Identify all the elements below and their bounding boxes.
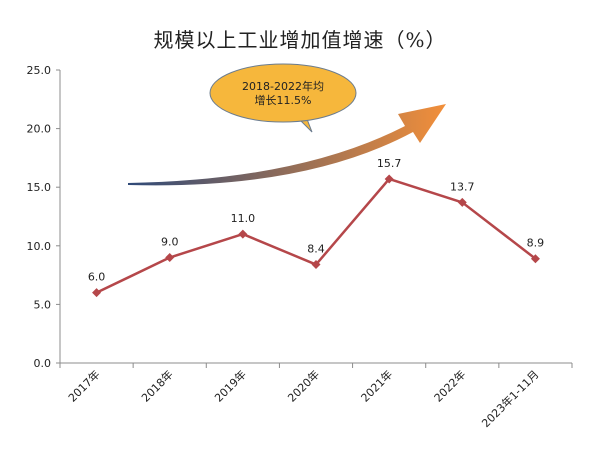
data-label: 9.0 [161, 236, 179, 249]
data-label: 6.0 [88, 271, 106, 284]
data-point-marker [238, 229, 248, 239]
data-point-marker [311, 260, 321, 270]
x-tick-label: 2022年 [431, 367, 468, 404]
x-tick-label: 2019年 [212, 367, 249, 404]
y-tick-label: 25.0 [27, 64, 52, 77]
y-tick-label: 0.0 [34, 357, 52, 370]
x-tick-label: 2018年 [138, 367, 175, 404]
x-tick-label: 2023年1-11月 [479, 367, 542, 430]
data-point-marker [457, 197, 467, 207]
data-label: 8.4 [307, 243, 325, 256]
data-label: 8.9 [527, 237, 545, 250]
trend-arrow [128, 104, 446, 186]
data-point-marker [384, 174, 394, 184]
chart-title: 规模以上工业增加值增速（%） [153, 28, 447, 52]
y-tick-label: 15.0 [27, 181, 52, 194]
y-tick-label: 10.0 [27, 240, 52, 253]
data-point-marker [165, 253, 175, 263]
data-label: 15.7 [377, 157, 402, 170]
y-tick-label: 20.0 [27, 123, 52, 136]
x-tick-label: 2020年 [285, 367, 322, 404]
x-tick-label: 2021年 [358, 367, 395, 404]
callout-bubble [209, 63, 357, 123]
y-tick-label: 5.0 [34, 298, 52, 311]
callout-text: 增长11.5% [255, 93, 312, 107]
data-point-marker [530, 254, 540, 264]
data-label: 11.0 [231, 212, 256, 225]
data-point-marker [92, 288, 102, 298]
x-tick-label: 2017年 [65, 367, 102, 404]
callout-text: 2018-2022年均 [242, 79, 324, 93]
data-label: 13.7 [450, 180, 475, 193]
